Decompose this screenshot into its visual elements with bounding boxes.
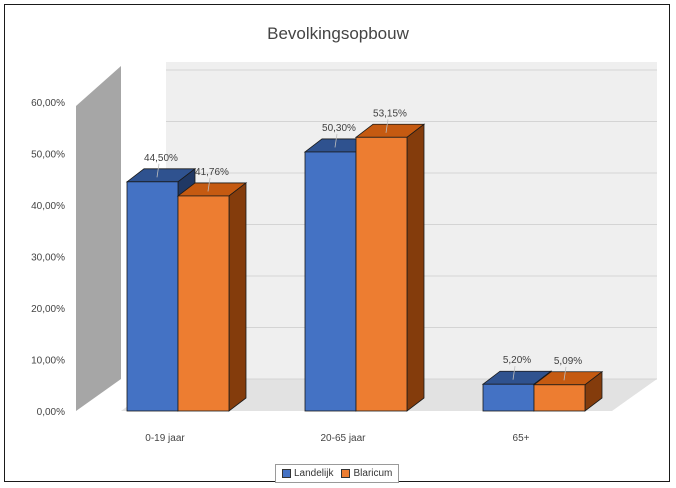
category-label: 20-65 jaar [320,433,366,444]
bar-blaricum-1 [354,123,426,412]
bar-side [228,182,247,412]
data-labels: 44,50% 41,76% 50,30% 53,15% 5,20% 5,09% [144,108,582,381]
data-label: 5,20% [503,355,531,366]
bar-front [355,136,408,412]
bar-front [304,151,357,412]
leader-line [207,177,211,192]
y-tick-label: 10,00% [31,356,65,367]
leader-line [385,119,389,133]
category-label: 0-19 jaar [145,433,185,444]
bar-blaricum-0 [176,182,248,412]
bar-side [406,123,425,412]
y-tick-label: 50,00% [31,150,65,161]
y-tick-label: 0,00% [37,407,65,418]
y-tick-label: 20,00% [31,304,65,315]
bar-front [533,384,586,412]
legend-swatch-landelijk [282,469,291,478]
chart-frame: Bevolkingsopbouw 0,00% 10,00% 20,00% 30,00%… [4,4,670,483]
category-label: 65+ [513,433,530,444]
y-tick-label: 40,00% [31,201,65,212]
bar-front [126,181,179,412]
y-tick-label: 30,00% [31,253,65,264]
leader-line [563,366,567,381]
data-label: 50,30% [322,123,356,134]
x-axis-categories: 0-19 jaar 20-65 jaar 65+ [145,433,529,444]
bar-front [177,195,230,412]
chart-title: Bevolkingsopbouw [267,24,409,43]
bars [125,123,604,412]
legend-swatch-blaricum [341,469,351,478]
legend-label-landelijk: Landelijk [294,468,334,479]
data-label: 41,76% [195,167,229,178]
legend: Landelijk Blaricum [275,464,400,483]
data-label: 53,15% [373,108,407,119]
legend-item-landelijk: Landelijk [282,468,333,479]
data-label: 44,50% [144,153,178,164]
data-label: 5,09% [554,356,582,367]
bar-chart: Bevolkingsopbouw 0,00% 10,00% 20,00% 30,00%… [31,24,657,444]
leader-line [334,133,338,148]
side-wall [76,66,121,411]
leader-line [156,163,160,178]
y-tick-label: 60,00% [31,98,65,109]
bar-front [482,383,535,412]
legend-item-blaricum: Blaricum [341,468,392,479]
bar-blaricum-2 [532,370,604,412]
legend-label-blaricum: Blaricum [353,468,393,479]
leader-line [512,366,516,380]
y-axis-ticks: 0,00% 10,00% 20,00% 30,00% 40,00% 50,00% 60,00… [31,98,65,418]
